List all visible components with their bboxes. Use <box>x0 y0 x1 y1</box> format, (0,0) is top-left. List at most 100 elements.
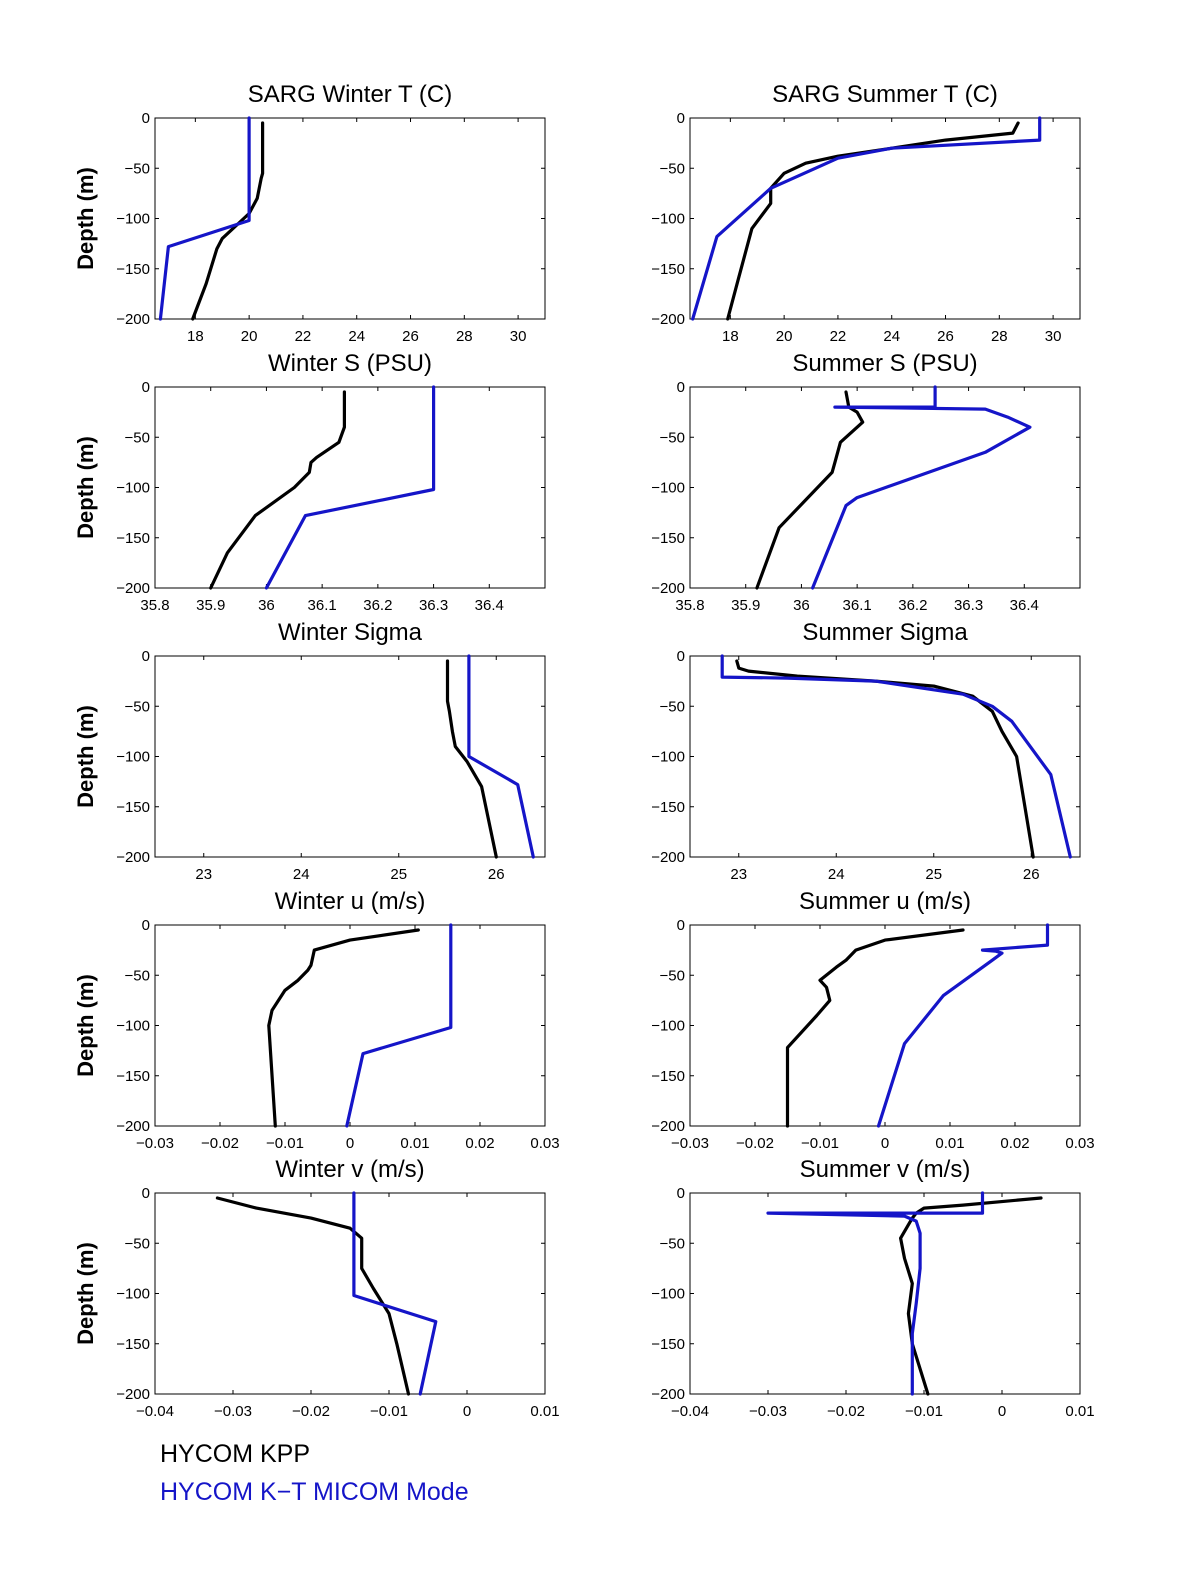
y-tick-label: −150 <box>116 1068 150 1085</box>
series-line-hycom-k-t-micom-mode <box>720 654 1072 859</box>
plot-frame <box>154 655 546 858</box>
x-tick-label: 26 <box>937 328 954 345</box>
x-tick-label: 36 <box>258 597 275 614</box>
y-tick-label: −50 <box>125 429 150 446</box>
series-line-hycom-k-t-micom-mode <box>810 385 1032 590</box>
y-axis-label: Depth (m) <box>73 436 98 539</box>
plot-frame <box>154 386 546 589</box>
y-tick-label: −150 <box>651 530 685 547</box>
series-line-hycom-kpp <box>215 1196 411 1396</box>
plot-frame <box>689 924 1081 1127</box>
y-tick-label: −50 <box>660 429 685 446</box>
chart-sarg-summer-t-c: 18 20 22 24 26 28 30 0 −50 −100 −150 −200 SARG Summe… <box>651 81 1081 345</box>
x-tick-label: 26 <box>402 328 419 345</box>
y-tick-label: −100 <box>651 211 685 228</box>
x-tick-label: 25 <box>390 866 407 883</box>
x-tick-label: 36.1 <box>308 597 337 614</box>
y-tick-label: −50 <box>660 698 685 715</box>
x-tick-label: 24 <box>883 328 900 345</box>
y-tick-label: −200 <box>116 849 150 866</box>
x-tick-label: 20 <box>241 328 258 345</box>
y-tick-label: −50 <box>125 967 150 984</box>
x-tick-label: 0 <box>463 1403 471 1420</box>
x-tick-label: −0.03 <box>136 1135 174 1152</box>
y-tick-label: −150 <box>116 530 150 547</box>
plot-frame <box>154 1192 546 1395</box>
y-tick-label: −50 <box>660 1235 685 1252</box>
series-line-hycom-k-t-micom-mode <box>766 1191 985 1396</box>
chart-summer-sigma: 23 24 25 26 0 −50 −100 −150 −200 Summer Sigma <box>651 619 1081 883</box>
x-tick-label: 36.3 <box>954 597 983 614</box>
y-tick-label: 0 <box>677 917 685 934</box>
x-tick-label: 0.01 <box>1065 1403 1094 1420</box>
y-tick-label: −150 <box>116 261 150 278</box>
x-tick-label: 36.2 <box>898 597 927 614</box>
chart-title: Summer v (m/s) <box>800 1156 971 1183</box>
y-tick-label: −150 <box>651 799 685 816</box>
y-tick-label: 0 <box>142 917 150 934</box>
x-tick-label: −0.03 <box>214 1403 252 1420</box>
x-tick-label: 36.4 <box>475 597 504 614</box>
x-tick-label: 36.1 <box>843 597 872 614</box>
x-tick-label: −0.01 <box>370 1403 408 1420</box>
y-tick-label: −100 <box>116 211 150 228</box>
y-tick-label: −50 <box>125 1235 150 1252</box>
x-tick-label: −0.02 <box>736 1135 774 1152</box>
chart-title: Winter Sigma <box>278 619 423 646</box>
x-tick-label: −0.03 <box>671 1135 709 1152</box>
x-tick-label: 30 <box>1045 328 1062 345</box>
y-tick-label: −100 <box>116 749 150 766</box>
y-tick-label: −200 <box>651 580 685 597</box>
x-tick-label: 22 <box>295 328 312 345</box>
x-tick-label: 0 <box>346 1135 354 1152</box>
y-tick-label: −100 <box>651 1286 685 1303</box>
x-tick-label: −0.03 <box>749 1403 787 1420</box>
y-tick-label: 0 <box>677 379 685 396</box>
x-tick-label: 0 <box>881 1135 889 1152</box>
series-line-hycom-k-t-micom-mode <box>467 654 535 859</box>
x-tick-label: 0.01 <box>530 1403 559 1420</box>
x-tick-label: −0.01 <box>801 1135 839 1152</box>
x-tick-label: 0.02 <box>465 1135 494 1152</box>
series-line-hycom-kpp <box>785 928 965 1128</box>
x-tick-label: 26 <box>488 866 505 883</box>
y-tick-label: −100 <box>116 480 150 497</box>
series-line-hycom-kpp <box>445 659 498 859</box>
y-tick-label: −200 <box>651 849 685 866</box>
chart-title: Summer Sigma <box>802 619 968 646</box>
x-tick-label: 0.01 <box>935 1135 964 1152</box>
series-line-hycom-kpp <box>209 390 346 590</box>
plot-frame <box>689 655 1081 858</box>
y-tick-label: −200 <box>116 311 150 328</box>
chart-title: SARG Summer T (C) <box>772 81 998 108</box>
y-tick-label: −200 <box>116 1386 150 1403</box>
y-tick-label: −150 <box>651 1336 685 1353</box>
y-tick-label: 0 <box>677 110 685 127</box>
x-tick-label: −0.02 <box>292 1403 330 1420</box>
y-tick-label: 0 <box>677 1185 685 1202</box>
y-tick-label: 0 <box>142 379 150 396</box>
plot-frame <box>154 924 546 1127</box>
series-line-hycom-k-t-micom-mode <box>345 923 453 1128</box>
y-tick-label: −50 <box>125 698 150 715</box>
x-tick-label: 35.9 <box>731 597 760 614</box>
x-tick-label: 23 <box>730 866 747 883</box>
y-tick-label: 0 <box>142 110 150 127</box>
plot-frame <box>154 117 546 320</box>
x-tick-label: 0 <box>998 1403 1006 1420</box>
x-tick-label: −0.02 <box>827 1403 865 1420</box>
x-tick-label: 36 <box>793 597 810 614</box>
chart-title: Summer S (PSU) <box>792 350 977 377</box>
series-line-hycom-k-t-micom-mode <box>264 385 436 590</box>
legend-entry-hycom-kt-micom: HYCOM K−T MICOM Mode <box>160 1478 469 1506</box>
y-tick-label: −100 <box>116 1286 150 1303</box>
y-tick-label: −50 <box>660 160 685 177</box>
x-tick-label: 36.4 <box>1010 597 1039 614</box>
y-tick-label: −200 <box>116 1118 150 1135</box>
chart-summer-v-m-s: −0.04 −0.03 −0.02 −0.01 0 0.01 0 −50 −100 −150 −20… <box>651 1156 1094 1420</box>
y-tick-label: −100 <box>651 749 685 766</box>
y-tick-label: −150 <box>116 1336 150 1353</box>
chart-summer-u-m-s: −0.03 −0.02 −0.01 0 0.01 0.02 0.03 0 −50 −100 −150… <box>651 888 1094 1152</box>
x-tick-label: 36.3 <box>419 597 448 614</box>
x-tick-label: 35.9 <box>196 597 225 614</box>
